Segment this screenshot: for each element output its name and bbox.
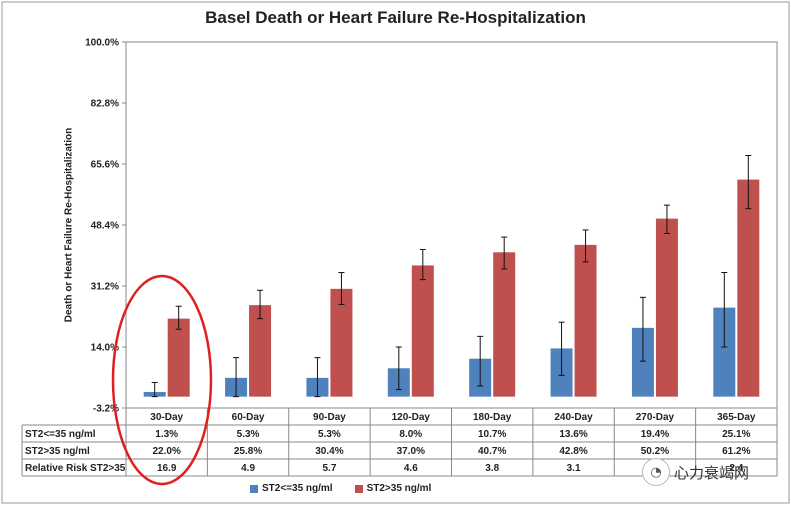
table-cell: 3.8 [485,463,499,474]
legend-swatch-low [250,484,258,493]
bar-high-30-day [167,318,190,397]
chart-title: Basel Death or Heart Failure Re-Hospital… [205,8,586,27]
category-label: 180-Day [473,412,512,423]
category-label: 240-Day [554,412,593,423]
bar-high-180-day [493,252,516,397]
bar-low-270-day [631,327,654,397]
table-cell: 13.6% [559,429,587,440]
table-cell: 8.0% [399,429,422,440]
category-label: 270-Day [636,412,675,423]
table-cell: 1.3% [155,429,178,440]
legend-item-high: ST2>35 ng/ml [354,483,432,494]
legend-label-high: ST2>35 ng/ml [366,483,432,494]
table-cell: 5.3% [318,429,341,440]
watermark-text: 心力衰竭网 [674,463,750,482]
legend-item-low: ST2<=35 ng/ml [250,483,333,494]
y-tick-label: -3.2% [93,404,119,415]
legend: ST2<=35 ng/ml ST2>35 ng/ml [250,483,431,494]
category-label: 120-Day [392,412,431,423]
table-cell: 16.9 [157,463,177,474]
bar-high-270-day [655,218,678,397]
table-cell: 25.8% [234,446,262,457]
table-row-label: ST2>35 ng/ml [25,446,90,457]
table-cell: 10.7% [478,429,506,440]
table-row-label: Relative Risk ST2>35 [25,463,126,474]
category-label: 30-Day [150,412,183,423]
y-tick-label: 65.6% [91,160,119,171]
table-cell: 25.1% [722,429,750,440]
y-tick-label: 100.0% [85,38,119,49]
category-label: 90-Day [313,412,346,423]
table-cell: 37.0% [397,446,425,457]
table-cell: 40.7% [478,446,506,457]
wechat-logo-icon: ◔ [642,458,670,486]
y-tick-label: 31.2% [91,282,119,293]
table-cell: 5.3% [237,429,260,440]
highlight-circle [111,274,213,486]
plot-area [125,41,778,409]
bar-high-90-day [330,288,353,397]
y-tick-label: 82.8% [91,99,119,110]
table-cell: 3.1 [567,463,581,474]
y-tick-label: 48.4% [91,221,119,232]
table-cell: 5.7 [322,463,336,474]
table-cell: 4.6 [404,463,418,474]
table-cell: 2.4 [729,463,743,474]
bar-high-120-day [411,265,434,397]
legend-label-low: ST2<=35 ng/ml [262,483,333,494]
table-cell: 61.2% [722,446,750,457]
table-row-label: ST2<=35 ng/ml [25,429,96,440]
watermark: ◔ 心力衰竭网 [642,458,749,486]
table-cell: 22.0% [153,446,181,457]
y-tick-label: 14.0% [91,343,119,354]
bar-high-240-day [574,244,597,397]
table-cell: 50.2% [641,446,669,457]
table-cell: 30.4% [315,446,343,457]
category-label: 365-Day [717,412,756,423]
table-cell: 42.8% [559,446,587,457]
legend-swatch-high [354,484,363,493]
bar-high-60-day [249,305,272,397]
category-label: 60-Day [232,412,265,423]
bar-low-365-day [713,307,736,397]
table-cell: 19.4% [641,429,669,440]
table-cell: 4.9 [241,463,255,474]
bar-high-365-day [737,179,760,397]
